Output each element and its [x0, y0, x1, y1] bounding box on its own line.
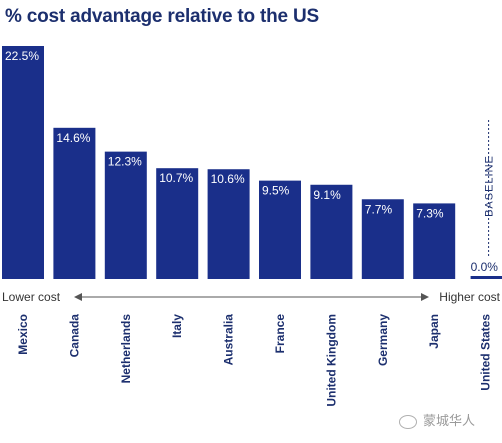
bar-france	[259, 180, 301, 279]
bar-germany	[361, 199, 404, 279]
bar-value-netherlands: 12.3%	[108, 155, 142, 169]
watermark: 蒙城华人	[399, 410, 475, 429]
bar-value-japan: 7.3%	[416, 206, 444, 220]
bar-canada	[53, 127, 96, 279]
arrow-right-icon	[421, 293, 429, 301]
wechat-icon	[399, 414, 417, 429]
chart-title: % cost advantage relative to the US	[5, 6, 319, 27]
category-label-mexico: Mexico	[16, 314, 30, 355]
bar-united-states	[470, 276, 502, 279]
category-label-canada: Canada	[67, 314, 81, 358]
category-label-japan: Japan	[427, 314, 441, 349]
category-label-united-kingdom: United Kingdom	[324, 314, 338, 407]
bar-value-france: 9.5%	[262, 184, 290, 198]
category-label-australia: Australia	[222, 314, 236, 366]
category-label-netherlands: Netherlands	[119, 314, 133, 384]
bar-value-united-states: 0.0%	[471, 260, 499, 274]
category-label-italy: Italy	[170, 314, 184, 338]
bar-value-canada: 14.6%	[56, 131, 90, 145]
bar-united-kingdom	[310, 184, 353, 279]
arrow-left-icon	[74, 293, 82, 301]
bar-value-australia: 10.6%	[211, 172, 245, 186]
bar-value-mexico: 22.5%	[5, 49, 39, 63]
watermark-text: 蒙城华人	[423, 413, 476, 428]
bar-japan	[413, 203, 456, 279]
category-label-germany: Germany	[376, 314, 390, 366]
axis-lower-cost-label: Lower cost	[2, 290, 61, 304]
bar-value-italy: 10.7%	[159, 171, 193, 185]
category-label-united-states: United States	[479, 314, 493, 391]
bar-value-united-kingdom: 9.1%	[313, 188, 341, 202]
bar-mexico	[2, 46, 44, 279]
bar-italy	[156, 168, 199, 279]
bar-netherlands	[104, 151, 147, 279]
bar-value-germany: 7.7%	[365, 202, 393, 216]
axis-higher-cost-label: Higher cost	[439, 290, 500, 304]
bar-australia	[207, 169, 250, 279]
category-label-france: France	[273, 314, 287, 354]
baseline-label: BASELINE	[484, 155, 496, 217]
